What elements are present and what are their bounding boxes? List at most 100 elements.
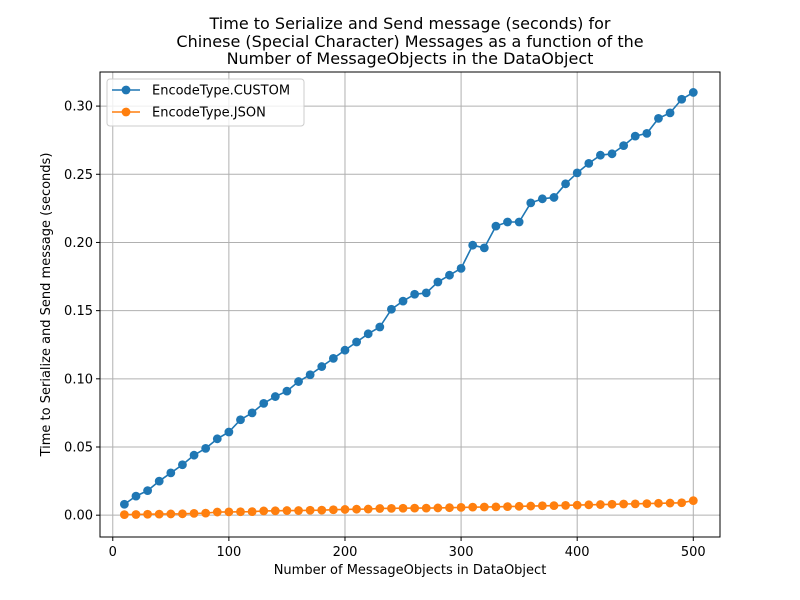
data-point: [398, 503, 408, 513]
data-point: [584, 500, 594, 510]
data-point: [619, 499, 629, 509]
data-point: [387, 304, 396, 314]
y-axis-label: Time to Serialize and Send message (seco…: [39, 153, 54, 458]
chart-title: Time to Serialize and Send message (seco…: [176, 14, 643, 68]
data-point: [224, 507, 234, 517]
data-point: [143, 509, 153, 519]
data-point: [607, 499, 617, 509]
y-tick-label: 0.30: [64, 100, 93, 115]
data-point: [387, 503, 396, 513]
data-point: [561, 500, 570, 510]
data-point: [282, 386, 292, 396]
data-point: [328, 353, 338, 363]
data-point: [154, 509, 164, 519]
data-point: [665, 498, 675, 508]
data-point: [119, 499, 129, 509]
series-2: [119, 496, 698, 520]
data-point: [456, 503, 466, 512]
data-point: [340, 505, 350, 514]
data-point: [572, 168, 582, 178]
data-point: [665, 108, 675, 118]
data-point: [305, 370, 315, 380]
data-point: [468, 240, 478, 250]
data-point: [212, 507, 222, 517]
data-point: [619, 141, 629, 151]
chart-title-line-3: Number of MessageObjects in the DataObje…: [227, 49, 594, 68]
legend-item-1: EncodeType.CUSTOM: [112, 84, 290, 99]
data-point: [526, 501, 536, 511]
data-point: [630, 131, 640, 141]
data-point: [688, 496, 698, 505]
data-point: [201, 443, 211, 453]
data-point: [630, 499, 640, 509]
x-tick-label: 400: [565, 545, 590, 560]
data-point: [433, 503, 443, 513]
data-point: [526, 198, 536, 208]
data-point: [131, 510, 141, 519]
data-point: [189, 509, 199, 518]
legend-label: EncodeType.CUSTOM: [152, 84, 290, 99]
data-point: [642, 499, 652, 508]
y-tick-label: 0.20: [64, 236, 93, 251]
data-point: [363, 504, 373, 514]
legend-item-2: EncodeType.JSON: [112, 106, 266, 121]
data-point: [456, 263, 466, 273]
data-point: [514, 501, 524, 511]
data-point: [178, 509, 187, 519]
legend-marker: [121, 107, 131, 117]
data-point: [642, 128, 652, 138]
legend-marker: [121, 85, 131, 95]
data-point: [317, 505, 327, 515]
data-point: [259, 398, 269, 408]
data-point: [584, 158, 594, 168]
data-point: [479, 243, 489, 253]
data-point: [178, 460, 187, 470]
grid-lines: [100, 72, 720, 537]
data-point: [421, 503, 431, 513]
data-point: [166, 468, 176, 478]
series-1: [119, 88, 698, 509]
data-point: [677, 498, 687, 508]
data-point: [270, 506, 280, 516]
data-point: [236, 415, 245, 425]
y-tick-label: 0.00: [64, 509, 93, 524]
plot-series: [119, 88, 698, 520]
data-point: [375, 322, 385, 332]
chart-title-line-1: Time to Serialize and Send message (seco…: [209, 14, 611, 33]
data-point: [654, 113, 663, 123]
data-point: [537, 194, 547, 204]
x-axis-label: Number of MessageObjects in DataObject: [274, 563, 547, 578]
x-tick-label: 300: [449, 545, 474, 560]
data-point: [549, 501, 559, 511]
data-point: [607, 149, 617, 159]
y-tick-label: 0.15: [64, 304, 93, 319]
data-point: [468, 502, 478, 512]
data-point: [352, 504, 361, 514]
data-point: [247, 408, 257, 418]
data-point: [654, 498, 663, 508]
data-point: [537, 501, 547, 511]
data-point: [352, 337, 361, 347]
data-point: [410, 503, 420, 513]
x-tick-label: 0: [109, 545, 117, 560]
data-point: [491, 221, 501, 231]
data-point: [119, 510, 129, 520]
legend-label: EncodeType.JSON: [152, 106, 266, 121]
data-point: [201, 508, 211, 518]
data-point: [131, 491, 141, 501]
y-axis-ticks: 0.00 0.05 0.10 0.15 0.20 0.25 0.30: [64, 100, 100, 524]
legend: EncodeType.CUSTOM EncodeType.JSON: [106, 78, 305, 127]
x-tick-label: 100: [216, 545, 241, 560]
data-point: [514, 217, 524, 227]
data-point: [596, 150, 605, 160]
data-point: [224, 427, 234, 437]
data-point: [445, 270, 454, 280]
data-point: [143, 486, 153, 496]
data-point: [572, 500, 582, 510]
data-point: [282, 506, 292, 515]
data-point: [236, 507, 245, 517]
data-point: [305, 505, 315, 515]
data-point: [561, 179, 570, 189]
data-point: [503, 502, 512, 511]
